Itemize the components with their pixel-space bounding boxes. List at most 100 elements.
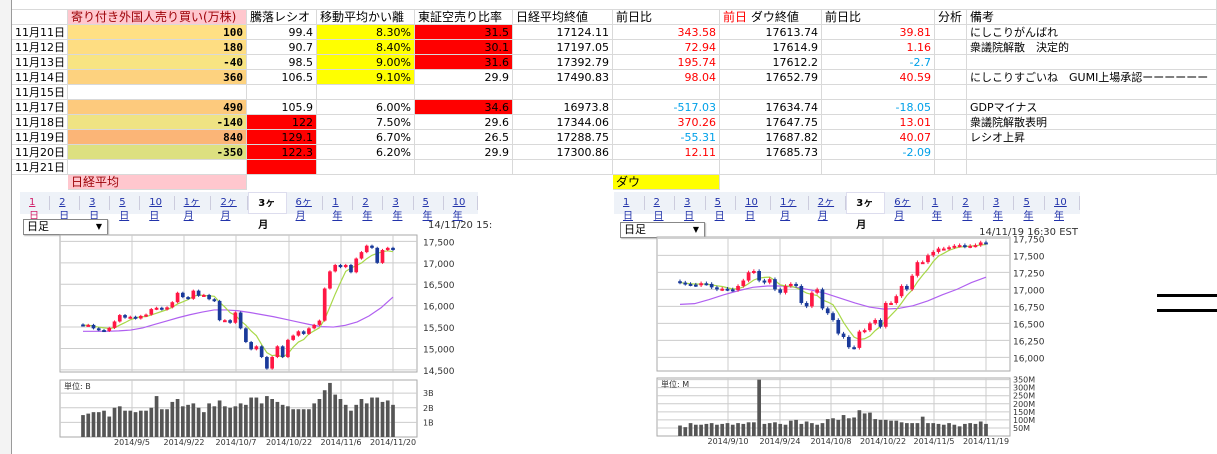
cell-short_ratio[interactable]: 31.5 [415,25,513,40]
tab-period[interactable]: 3日 [80,196,111,222]
cell-short_ratio[interactable] [415,160,513,175]
cell-date[interactable]: 11月12日 [12,40,68,55]
cell-nikkei_chg[interactable]: 370.26 [613,115,720,130]
cell-dow_chg[interactable]: 40.07 [822,130,935,145]
cell-note[interactable]: 衆議院解散 決定的 [967,40,1217,55]
tab-period[interactable]: 1ヶ月 [771,196,809,222]
tab-period[interactable]: 2年 [953,196,984,222]
cell-short_ratio[interactable]: 29.9 [415,70,513,85]
cell-dow[interactable]: 17634.74 [720,100,822,115]
tab-period[interactable]: 5日 [706,196,737,222]
cell-dow_chg[interactable]: -2.7 [822,55,935,70]
cell-date[interactable]: 11月11日 [12,25,68,40]
cell-ratio[interactable]: 105.9 [247,100,317,115]
tab-period[interactable]: 1日 [614,196,645,222]
cell-short_ratio[interactable]: 29.9 [415,145,513,160]
cell-date[interactable]: 11月21日 [12,160,68,175]
header-ma_dev[interactable]: 移動平均かい離 [317,10,415,25]
header-dow[interactable]: 前日 ダウ終値 [720,10,822,25]
line-shape[interactable] [1157,309,1217,312]
cell-analysis[interactable] [935,100,967,115]
cell-ma_dev[interactable]: 9.10% [317,70,415,85]
cell-foreign[interactable] [68,160,247,175]
tab-period[interactable]: 3年 [383,196,414,222]
tab-period[interactable]: 3日 [675,196,706,222]
cell-ratio[interactable]: 106.5 [247,70,317,85]
cell-nikkei_chg[interactable]: 195.74 [613,55,720,70]
cell-analysis[interactable] [935,130,967,145]
cell-note[interactable]: 衆議院解散表明 [967,115,1217,130]
header-dow_chg[interactable]: 前日比 [822,10,935,25]
cell-nikkei[interactable] [513,85,613,100]
tab-period[interactable]: 10年 [1045,196,1081,222]
cell-nikkei[interactable]: 17300.86 [513,145,613,160]
cell-ma_dev[interactable] [317,160,415,175]
cell-ratio[interactable] [247,85,317,100]
cell-ratio[interactable]: 122.3 [247,145,317,160]
cell-ma_dev[interactable]: 7.50% [317,115,415,130]
cell-foreign[interactable]: -40 [68,55,247,70]
cell-nikkei_chg[interactable] [613,85,720,100]
cell-ma_dev[interactable]: 8.30% [317,25,415,40]
cell-dow[interactable]: 17685.73 [720,145,822,160]
tab-period[interactable]: 2年 [353,196,384,222]
header-short_ratio[interactable]: 東証空売り比率 [415,10,513,25]
tab-period[interactable]: 3ヶ月 [846,192,886,231]
cell-nikkei_chg[interactable]: 343.58 [613,25,720,40]
cell-dow[interactable]: 17613.74 [720,25,822,40]
cell-foreign[interactable] [68,85,247,100]
cell-ma_dev[interactable]: 9.00% [317,55,415,70]
cell-dow_chg[interactable]: 13.01 [822,115,935,130]
tab-period[interactable]: 1日 [20,196,51,222]
cell-nikkei[interactable]: 17124.11 [513,25,613,40]
header-nikkei_chg[interactable]: 前日比 [613,10,720,25]
cell-nikkei[interactable]: 17197.05 [513,40,613,55]
cell-short_ratio[interactable]: 34.6 [415,100,513,115]
tab-period[interactable]: 10年 [444,196,478,222]
tab-period[interactable]: 2ヶ月 [809,196,847,222]
empty-row[interactable] [12,0,1217,10]
tab-period[interactable]: 1ヶ月 [175,196,212,222]
cell-dow_chg[interactable]: 39.81 [822,25,935,40]
header-ratio[interactable]: 騰落レシオ [247,10,317,25]
cell-dow[interactable]: 17647.75 [720,115,822,130]
cell-analysis[interactable] [935,85,967,100]
timeframe-select[interactable]: 日足 ▼ [23,219,108,235]
cell-analysis[interactable] [935,25,967,40]
tab-period[interactable]: 10日 [736,196,772,222]
tab-period[interactable]: 1年 [923,196,954,222]
cell-short_ratio[interactable]: 29.6 [415,115,513,130]
cell-date[interactable]: 11月18日 [12,115,68,130]
cell-analysis[interactable] [935,145,967,160]
cell-short_ratio[interactable]: 26.5 [415,130,513,145]
cell-ratio[interactable]: 90.7 [247,40,317,55]
tab-period[interactable]: 5日 [110,196,141,222]
tab-period[interactable]: 6ヶ月 [287,196,324,222]
cell-nikkei[interactable]: 17288.75 [513,130,613,145]
cell-note[interactable]: にしこりがんばれ [967,25,1217,40]
cell-ma_dev[interactable]: 6.70% [317,130,415,145]
cell-nikkei[interactable]: 17490.83 [513,70,613,85]
cell-nikkei[interactable] [513,160,613,175]
header-note[interactable]: 備考 [967,10,1217,25]
cell-foreign[interactable]: -350 [68,145,247,160]
cell-note[interactable] [967,145,1217,160]
cell-foreign[interactable]: -140 [68,115,247,130]
tab-period[interactable]: 5年 [414,196,444,222]
cell-foreign[interactable]: 360 [68,70,247,85]
header-analysis[interactable]: 分析 [935,10,967,25]
cell-dow[interactable]: 17614.9 [720,40,822,55]
cell-nikkei[interactable]: 16973.8 [513,100,613,115]
cell-dow[interactable]: 17652.79 [720,70,822,85]
cell-analysis[interactable] [935,115,967,130]
cell-nikkei_chg[interactable] [613,160,720,175]
tab-period[interactable]: 2日 [645,196,676,222]
cell-note[interactable] [967,160,1217,175]
cell-analysis[interactable] [935,70,967,85]
cell-dow_chg[interactable] [822,85,935,100]
cell-ratio[interactable]: 129.1 [247,130,317,145]
cell-dow[interactable] [720,85,822,100]
cell-date[interactable]: 11月19日 [12,130,68,145]
header-nikkei[interactable]: 日経平均終値 [513,10,613,25]
cell-ratio[interactable]: 122 [247,115,317,130]
